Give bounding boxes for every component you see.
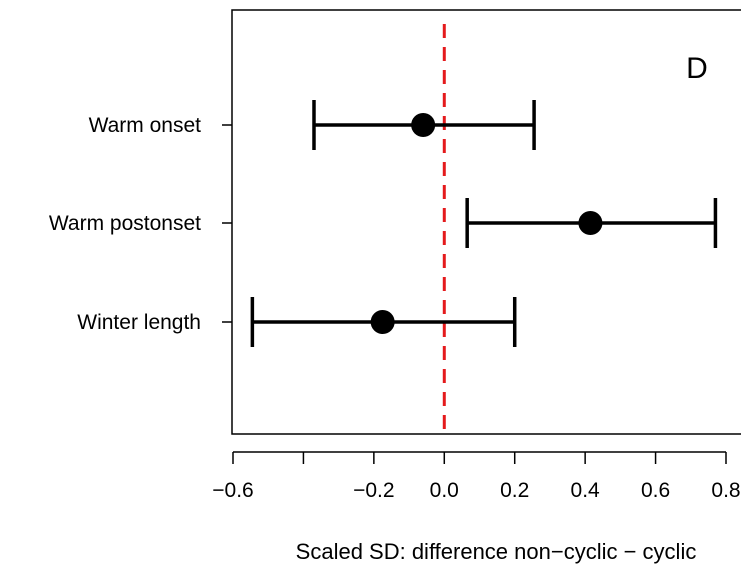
row: Warm onset <box>89 100 536 150</box>
x-tick-label: 0.8 <box>711 479 740 502</box>
point-estimate <box>411 113 436 137</box>
x-axis: −0.6 −0.2 0.0 0.2 0.4 0.6 0.8 <box>212 451 741 502</box>
y-tick-label: Winter length <box>77 311 201 334</box>
y-tick-label: Warm onset <box>89 114 202 137</box>
x-tick-label: 0.4 <box>571 479 601 502</box>
point-estimate <box>578 211 603 235</box>
y-tick-label: Warm postonset <box>49 212 201 235</box>
x-tick-label: 0.2 <box>500 479 529 502</box>
plot-frame <box>231 9 741 435</box>
row: Warm postonset <box>49 198 718 248</box>
x-tick-label: −0.2 <box>353 479 394 502</box>
panel-label: D <box>686 52 708 85</box>
rows-layer: Warm onset Warm postonset Winter length <box>49 100 718 347</box>
x-axis-title: Scaled SD: difference non−cyclic − cycli… <box>296 539 697 564</box>
x-tick-label: 0.0 <box>430 479 459 502</box>
point-estimate <box>370 310 395 334</box>
row: Winter length <box>77 297 517 347</box>
x-tick-label: −0.6 <box>212 479 253 502</box>
x-tick-label: 0.6 <box>641 479 670 502</box>
